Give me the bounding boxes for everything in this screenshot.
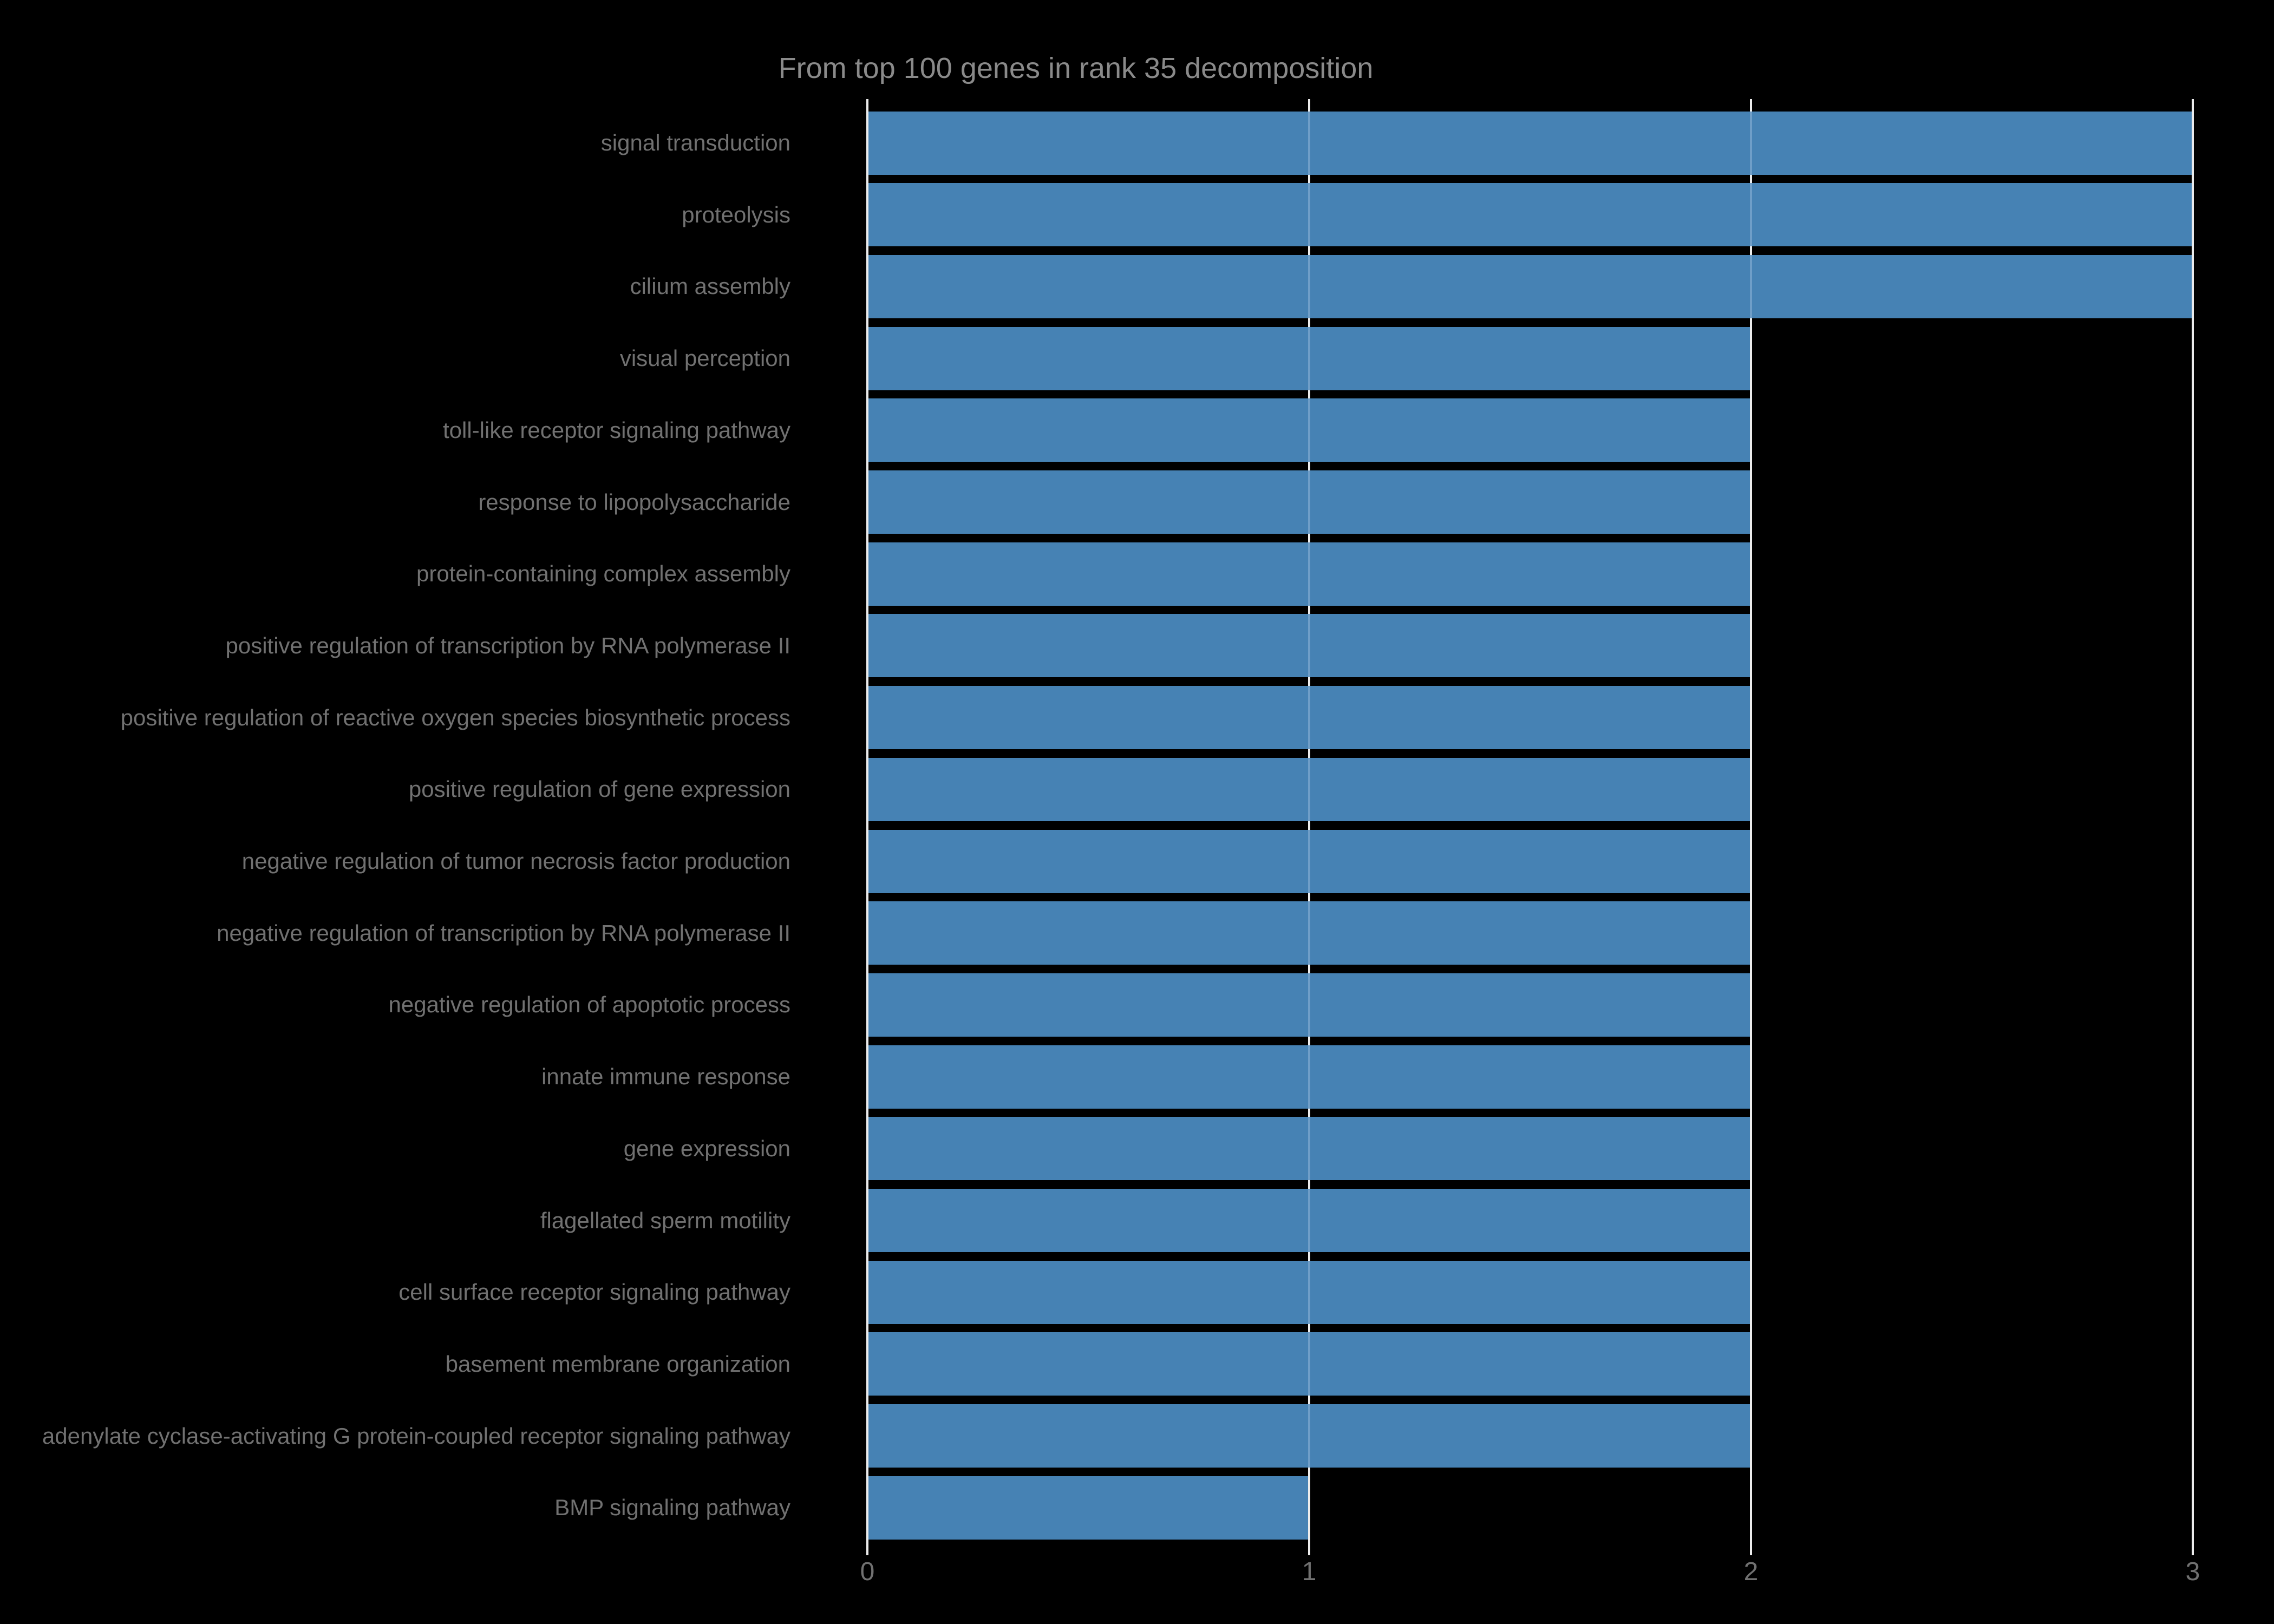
y-axis-label: negative regulation of apoptotic process — [388, 992, 791, 1018]
gridline-over-bar — [1308, 1189, 1310, 1252]
y-axis-label: positive regulation of gene expression — [408, 776, 790, 802]
x-axis-tick — [866, 1542, 868, 1555]
bar — [868, 111, 2192, 175]
gridline-over-bar — [1308, 1404, 1310, 1468]
gridline-over-bar — [1308, 1260, 1310, 1324]
y-axis-label: toll-like receptor signaling pathway — [443, 417, 790, 443]
y-axis-label: protein-containing complex assembly — [416, 561, 790, 587]
gridline-over-bar — [1308, 111, 1310, 175]
y-axis-label: positive regulation of transcription by … — [225, 632, 791, 658]
gridline-over-bar — [1750, 111, 1752, 175]
bar — [868, 1476, 1308, 1540]
gridline-over-bar — [1308, 614, 1310, 678]
gridline-over-bar — [1308, 542, 1310, 606]
gridline-over-bar — [1308, 901, 1310, 965]
bar — [868, 254, 2192, 318]
x-axis-tick — [1308, 1542, 1310, 1555]
y-axis-label: cilium assembly — [630, 273, 790, 299]
gridline-over-bar — [1308, 183, 1310, 247]
gridline-over-bar — [1750, 183, 1752, 247]
gridline-over-bar — [1308, 1332, 1310, 1396]
y-axis-label: basement membrane organization — [445, 1351, 790, 1377]
gridline-over-bar — [1308, 829, 1310, 893]
gridline-over-bar — [1308, 470, 1310, 534]
x-axis-tick-label: 0 — [860, 1557, 875, 1586]
y-axis-label: visual perception — [619, 345, 790, 371]
y-axis-label: positive regulation of reactive oxygen s… — [120, 704, 790, 730]
y-axis-label: adenylate cyclase-activating G protein-c… — [42, 1423, 790, 1449]
y-axis-label: gene expression — [623, 1135, 790, 1161]
x-axis-tick — [2192, 1542, 2194, 1555]
x-axis-tick-label: 2 — [1743, 1557, 1759, 1586]
gridline-over-bar — [1308, 254, 1310, 318]
y-axis-label: negative regulation of transcription by … — [217, 920, 790, 946]
y-axis-label: response to lipopolysaccharide — [478, 489, 790, 515]
gridline-over-bar — [1308, 1117, 1310, 1181]
gridline — [1750, 99, 1752, 1542]
gridline-over-bar — [1308, 973, 1310, 1037]
gridline-over-bar — [1308, 1045, 1310, 1109]
gridline-over-bar — [1308, 757, 1310, 821]
gridline — [2192, 99, 2194, 1542]
y-axis-label: BMP signaling pathway — [554, 1495, 790, 1521]
gridline-over-bar — [1308, 398, 1310, 462]
x-axis-tick-label: 1 — [1302, 1557, 1317, 1586]
gridline-over-bar — [1308, 326, 1310, 390]
gridline — [866, 99, 868, 1542]
y-axis-label: flagellated sperm motility — [540, 1207, 790, 1233]
y-axis-label: signal transduction — [600, 129, 790, 155]
gridline-over-bar — [1308, 686, 1310, 750]
x-axis-tick-label: 3 — [2185, 1557, 2200, 1586]
chart-title: From top 100 genes in rank 35 decomposit… — [778, 52, 1374, 84]
bar — [868, 183, 2192, 247]
y-axis-label: proteolysis — [682, 201, 790, 227]
x-axis-tick — [1750, 1542, 1752, 1555]
gridline-over-bar — [1750, 254, 1752, 318]
y-axis-label: cell surface receptor signaling pathway — [398, 1279, 790, 1305]
y-axis-label: negative regulation of tumor necrosis fa… — [241, 848, 790, 874]
y-axis-label: innate immune response — [541, 1064, 790, 1089]
